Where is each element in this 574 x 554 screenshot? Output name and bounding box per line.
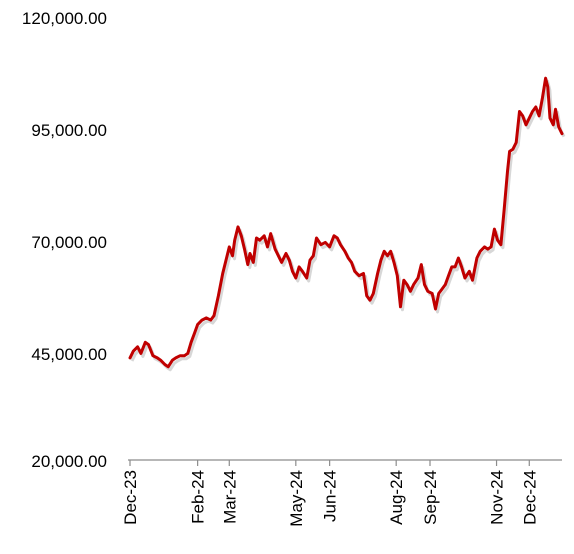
y-tick-label: 20,000.00 <box>31 452 107 471</box>
x-tick-label: Aug-24 <box>387 470 406 525</box>
x-tick-label: Sep-24 <box>421 470 440 525</box>
y-tick-label: 70,000.00 <box>31 233 107 252</box>
x-tick-label: Dec-24 <box>520 470 539 525</box>
x-tick-label: Mar-24 <box>220 470 239 524</box>
y-tick-label: 95,000.00 <box>31 121 107 140</box>
x-tick-label: Jun-24 <box>321 470 340 522</box>
x-tick-label: May-24 <box>287 470 306 527</box>
y-axis: 120,000.00 95,000.00 70,000.00 45,000.00… <box>22 9 107 471</box>
series-line <box>128 76 564 369</box>
x-tick-label: Nov-24 <box>488 470 507 525</box>
y-tick-label: 45,000.00 <box>31 345 107 364</box>
x-tick-label: Dec-23 <box>121 470 140 525</box>
x-axis: Dec-23 Feb-24 Mar-24 May-24 Jun-24 Aug-24 Sep-… <box>121 460 539 527</box>
x-tick-label: Feb-24 <box>189 470 208 524</box>
series-layer <box>128 76 566 372</box>
y-tick-label: 120,000.00 <box>22 9 107 28</box>
